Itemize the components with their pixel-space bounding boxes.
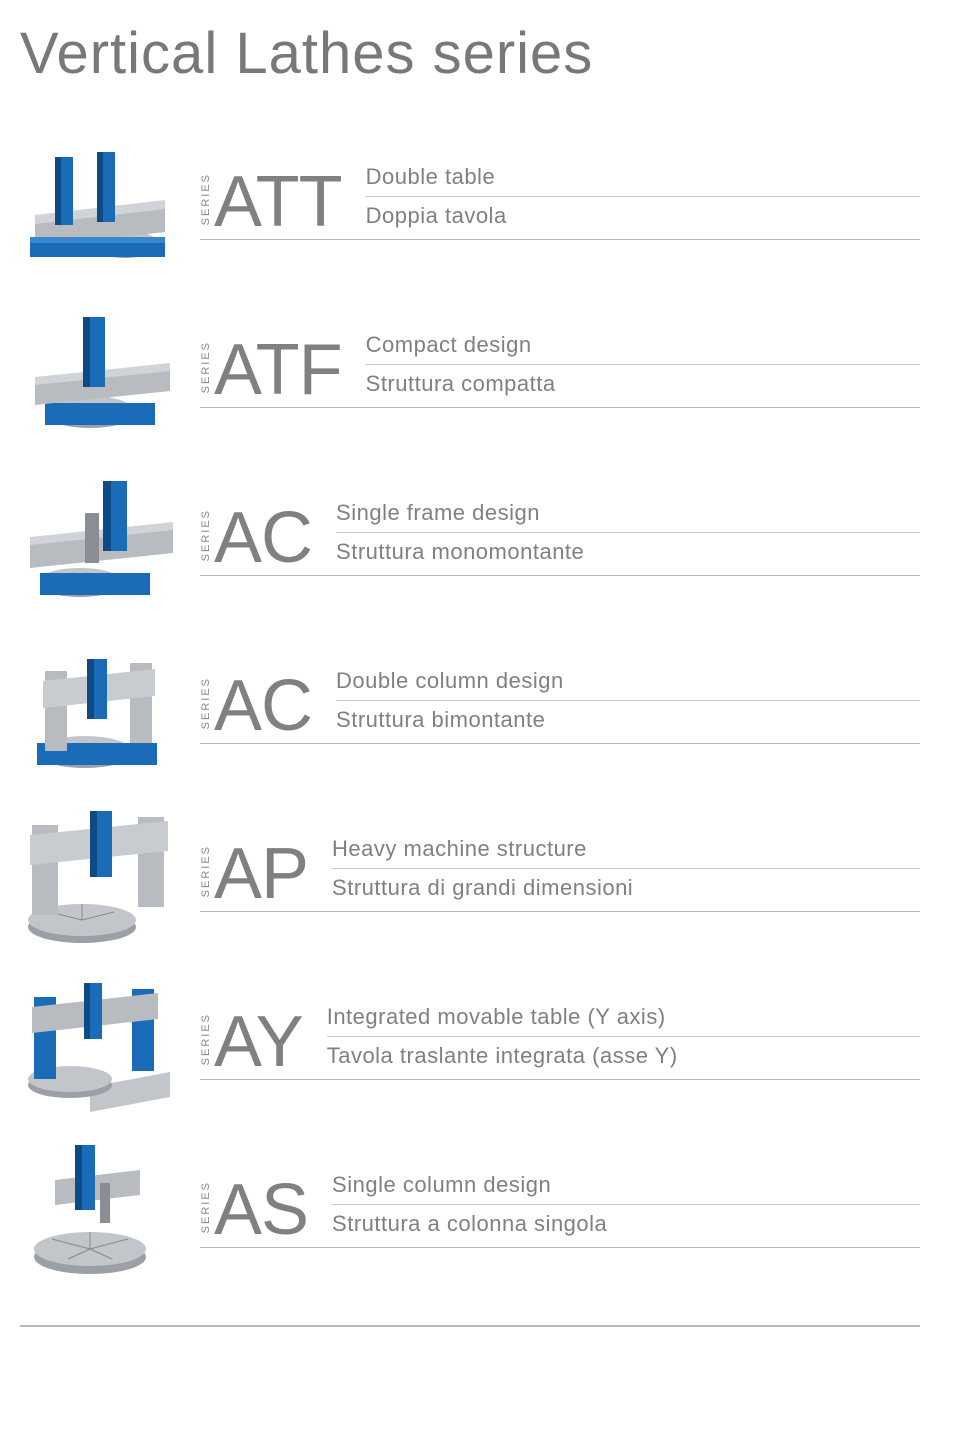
desc-en: Integrated movable table (Y axis) <box>327 1004 920 1037</box>
desc-en: Compact design <box>366 332 920 365</box>
machine-illus-att <box>20 127 180 277</box>
series-badge-label: SERIES <box>200 1181 212 1239</box>
desc-it: Doppia tavola <box>366 203 920 229</box>
machine-illus-ay <box>20 967 180 1117</box>
series-content: SERIES ATT Double table Doppia tavola <box>200 164 920 240</box>
desc-it: Struttura a colonna singola <box>332 1211 920 1237</box>
series-code: AP <box>214 844 308 905</box>
desc-wrap: Heavy machine structure Struttura di gra… <box>332 836 920 905</box>
series-label-wrap: SERIES ATT <box>200 172 342 233</box>
desc-wrap: Integrated movable table (Y axis) Tavola… <box>327 1004 920 1073</box>
series-badge-label: SERIES <box>200 173 212 231</box>
desc-en: Single frame design <box>336 500 920 533</box>
series-content: SERIES AC Double column design Struttura… <box>200 668 920 744</box>
series-code: AC <box>214 676 312 737</box>
series-label-wrap: SERIES AC <box>200 508 312 569</box>
desc-en: Heavy machine structure <box>332 836 920 869</box>
desc-wrap: Double table Doppia tavola <box>366 164 920 233</box>
machine-illus-ac-double <box>20 631 180 781</box>
series-code: AS <box>214 1180 308 1241</box>
desc-en: Double table <box>366 164 920 197</box>
series-row-att: SERIES ATT Double table Doppia tavola <box>20 127 920 277</box>
series-content: SERIES AP Heavy machine structure Strutt… <box>200 836 920 912</box>
series-badge-label: SERIES <box>200 677 212 735</box>
series-code: ATT <box>214 172 342 233</box>
series-content: SERIES AC Single frame design Struttura … <box>200 500 920 576</box>
series-badge-label: SERIES <box>200 1013 212 1071</box>
desc-it: Tavola traslante integrata (asse Y) <box>327 1043 920 1069</box>
series-label-wrap: SERIES AS <box>200 1180 308 1241</box>
series-row-ay: SERIES AY Integrated movable table (Y ax… <box>20 967 920 1117</box>
series-badge-label: SERIES <box>200 509 212 567</box>
series-label-wrap: SERIES AP <box>200 844 308 905</box>
series-code: AC <box>214 508 312 569</box>
series-code: AY <box>214 1012 303 1073</box>
footer-divider <box>20 1325 920 1327</box>
series-row-ap: SERIES AP Heavy machine structure Strutt… <box>20 799 920 949</box>
machine-illus-ap <box>20 799 180 949</box>
series-row-ac-double: SERIES AC Double column design Struttura… <box>20 631 920 781</box>
series-badge-label: SERIES <box>200 341 212 399</box>
page-title: Vertical Lathes series <box>20 20 920 87</box>
series-content: SERIES AY Integrated movable table (Y ax… <box>200 1004 920 1080</box>
series-row-ac-single: SERIES AC Single frame design Struttura … <box>20 463 920 613</box>
series-content: SERIES AS Single column design Struttura… <box>200 1172 920 1248</box>
series-label-wrap: SERIES AC <box>200 676 312 737</box>
desc-it: Struttura di grandi dimensioni <box>332 875 920 901</box>
series-label-wrap: SERIES ATF <box>200 340 342 401</box>
series-label-wrap: SERIES AY <box>200 1012 303 1073</box>
desc-wrap: Single frame design Struttura monomontan… <box>336 500 920 569</box>
desc-wrap: Compact design Struttura compatta <box>366 332 920 401</box>
desc-en: Single column design <box>332 1172 920 1205</box>
series-badge-label: SERIES <box>200 845 212 903</box>
machine-illus-ac-single <box>20 463 180 613</box>
series-code: ATF <box>214 340 342 401</box>
desc-it: Struttura monomontante <box>336 539 920 565</box>
series-content: SERIES ATF Compact design Struttura comp… <box>200 332 920 408</box>
series-row-as: SERIES AS Single column design Struttura… <box>20 1135 920 1285</box>
desc-wrap: Double column design Struttura bimontant… <box>336 668 920 737</box>
machine-illus-as <box>20 1135 180 1285</box>
machine-illus-atf <box>20 295 180 445</box>
desc-wrap: Single column design Struttura a colonna… <box>332 1172 920 1241</box>
desc-it: Struttura compatta <box>366 371 920 397</box>
series-list: SERIES ATT Double table Doppia tavola <box>20 127 920 1285</box>
series-row-atf: SERIES ATF Compact design Struttura comp… <box>20 295 920 445</box>
desc-it: Struttura bimontante <box>336 707 920 733</box>
desc-en: Double column design <box>336 668 920 701</box>
